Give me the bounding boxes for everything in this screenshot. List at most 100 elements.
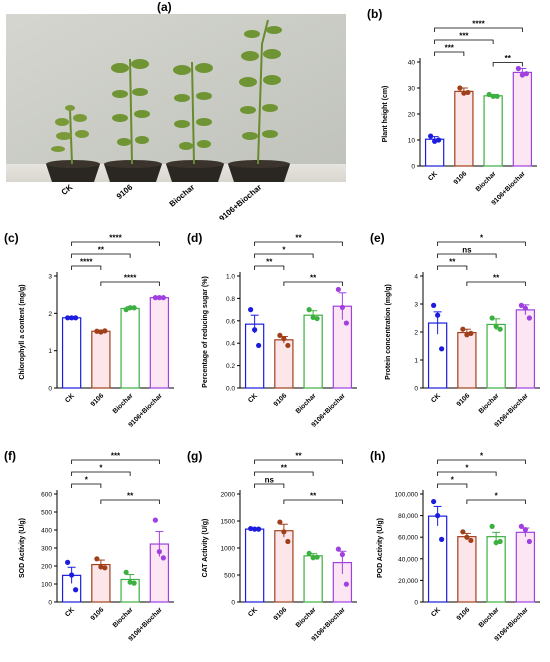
x-tick-label: Biochar <box>112 392 135 415</box>
panel-label-h: (h) <box>370 449 385 463</box>
panel-label-c: (c) <box>4 231 19 245</box>
data-point <box>306 307 312 313</box>
data-point <box>526 538 532 545</box>
x-tick-label: CK <box>64 606 76 618</box>
data-point <box>468 537 474 544</box>
data-point <box>335 286 341 293</box>
x-tick-label: CK <box>64 392 76 404</box>
x-tick-label: 9106 <box>90 392 106 408</box>
data-point <box>73 315 79 321</box>
y-tick-label: 600 <box>41 492 52 499</box>
data-point <box>497 326 503 332</box>
data-point <box>252 526 258 532</box>
data-point <box>314 315 320 322</box>
x-tick-label: 9106 <box>273 606 289 622</box>
significance-label: ** <box>266 258 273 267</box>
data-point <box>493 540 499 546</box>
data-point <box>152 517 158 523</box>
y-tick-label: 20,000 <box>398 578 418 585</box>
significance-bracket <box>434 51 465 56</box>
data-point <box>431 302 437 308</box>
data-point <box>94 328 100 334</box>
significance-label: **** <box>80 258 93 267</box>
data-point <box>432 138 438 144</box>
data-point <box>252 327 258 333</box>
plant-photo-illustration <box>6 14 346 182</box>
data-point <box>343 320 349 326</box>
y-tick-label: 0.6 <box>226 318 235 325</box>
bar-9106 <box>91 563 111 603</box>
data-point <box>160 555 166 561</box>
data-point <box>339 304 345 310</box>
panel-label-a: (a) <box>157 0 172 14</box>
data-point <box>256 526 262 532</box>
significance-label: ** <box>449 258 456 267</box>
significance-bracket <box>466 499 526 504</box>
significance-bracket <box>434 27 523 32</box>
y-axis-label: CAT Activity (U/g) <box>202 519 209 578</box>
data-point <box>464 332 470 338</box>
significance-bracket <box>71 265 102 270</box>
bar-9106 <box>457 536 477 603</box>
significance-label: **** <box>109 234 122 243</box>
significance-label: * <box>480 234 484 243</box>
panel-label-b: (b) <box>367 7 382 21</box>
data-point <box>522 527 528 533</box>
x-tick-label: 9106 <box>90 606 106 622</box>
y-tick-label: 60,000 <box>398 535 418 542</box>
x-tick-label: Biochar <box>478 392 501 415</box>
significance-label: * <box>99 464 103 473</box>
y-axis-label: Plant height (cm) <box>382 86 389 143</box>
data-point <box>73 587 79 593</box>
significance-bracket <box>254 459 343 464</box>
y-tick-label: 100 <box>41 582 52 589</box>
significance-label: ** <box>310 492 317 501</box>
y-tick-label: 40,000 <box>398 556 418 563</box>
data-point <box>457 85 463 91</box>
pot-ck <box>46 105 100 182</box>
y-tick-label: 1.0 <box>226 274 235 281</box>
pot-9106 <box>104 58 162 182</box>
data-point <box>98 329 104 335</box>
bar-9106+Biochar <box>512 71 533 167</box>
y-axis-label: POD Activity (U/g) <box>377 518 384 578</box>
y-tick-label: 1 <box>414 358 418 365</box>
significance-label: ** <box>295 452 302 461</box>
y-tick-label: 2 <box>414 330 418 337</box>
significance-label: **** <box>124 274 137 283</box>
data-point <box>522 305 528 311</box>
y-tick-label: 0.2 <box>226 363 235 370</box>
significance-bracket <box>71 241 160 246</box>
data-point <box>248 525 254 532</box>
significance-bracket <box>100 499 160 504</box>
significance-label: ns <box>265 476 275 485</box>
data-point <box>431 498 437 505</box>
chart-sod-activity: (f) 0 100 200 300 400 500 600 SOD Activity (U/g)… <box>4 449 174 643</box>
panel-label-f: (f) <box>4 449 16 463</box>
data-point <box>102 565 108 571</box>
bar-9106+Biochar <box>149 297 170 389</box>
x-tick-label: Biochar <box>475 170 498 193</box>
significance-label: * <box>282 246 286 255</box>
data-point <box>461 90 467 96</box>
y-tick-label: 300 <box>41 546 52 553</box>
photo-caption-biochar: Biochar <box>168 183 197 209</box>
data-point <box>69 572 75 578</box>
x-tick-label: Biochar <box>295 606 318 629</box>
data-point <box>493 323 499 329</box>
significance-label: ** <box>493 274 500 283</box>
chart-plant-height: (b) 0 10 20 30 40 Plant height (cm) CK 9106 Bioch… <box>367 7 537 207</box>
data-point <box>490 93 496 99</box>
data-point <box>281 529 287 535</box>
x-tick-label: CK <box>427 170 439 182</box>
bar-CK <box>61 317 82 389</box>
bar-9106 <box>91 330 111 389</box>
data-point <box>310 555 316 561</box>
bar-Biochar <box>120 307 140 389</box>
data-point <box>160 295 166 301</box>
data-point <box>152 295 158 301</box>
data-point <box>489 523 495 529</box>
chart-protein-concentration: (e) 0 1 2 3 4 Protein concentration (mg/g) CK 91… <box>370 231 540 429</box>
data-point <box>439 346 445 352</box>
photo-caption-9106-biochar: 9106+Biochar <box>217 183 263 220</box>
